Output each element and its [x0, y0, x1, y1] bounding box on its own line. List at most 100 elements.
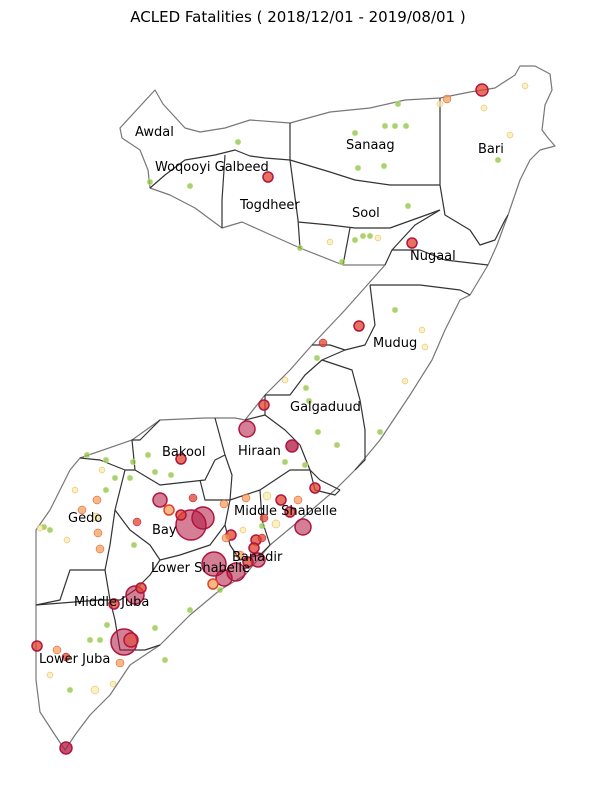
event-marker	[129, 458, 137, 466]
event-marker	[333, 441, 341, 449]
label-bay: Bay	[152, 523, 177, 538]
event-marker	[241, 493, 251, 503]
event-marker	[151, 468, 159, 476]
event-marker	[52, 645, 62, 655]
label-gedo: Gedo	[68, 511, 102, 526]
event-marker	[111, 474, 119, 482]
event-marker	[421, 343, 429, 351]
label-nugaal: Nugaal	[410, 249, 456, 264]
event-marker	[46, 526, 54, 534]
label-bakool: Bakool	[162, 445, 205, 460]
event-marker	[216, 586, 224, 594]
event-marker	[90, 685, 100, 695]
event-marker	[91, 512, 101, 522]
event-marker	[494, 156, 502, 164]
event-marker	[293, 495, 303, 505]
event-marker	[144, 451, 152, 459]
event-marker	[186, 606, 194, 614]
event-marker	[380, 162, 388, 170]
event-marker	[374, 234, 382, 242]
event-marker	[262, 171, 274, 183]
event-marker	[442, 94, 452, 104]
label-galgaduud: Galgaduud	[290, 400, 361, 415]
label-woqooyi-galbeed: Woqooyi Galbeed	[155, 160, 269, 175]
event-marker	[102, 486, 110, 494]
event-marker	[234, 138, 242, 146]
region-labels: Awdal Woqooyi Galbeed Togdheer Sanaag So…	[39, 125, 504, 667]
event-marker	[309, 482, 321, 494]
event-marker	[238, 420, 256, 438]
event-marker	[271, 519, 281, 529]
event-marker	[318, 338, 328, 348]
event-marker	[406, 237, 418, 249]
event-marker	[351, 236, 359, 244]
event-marker	[338, 258, 346, 266]
event-marker	[258, 522, 266, 530]
event-marker	[475, 83, 489, 97]
event-marker	[305, 397, 313, 405]
label-awdal: Awdal	[135, 125, 174, 140]
event-marker	[376, 428, 384, 436]
event-marker	[36, 524, 44, 532]
event-marker	[161, 656, 169, 664]
event-marker	[95, 544, 105, 554]
event-marker	[175, 509, 187, 521]
event-marker	[259, 513, 269, 523]
label-bari: Bari	[478, 142, 504, 157]
event-marker	[221, 533, 231, 543]
label-sanaag: Sanaag	[346, 138, 395, 153]
event-marker	[239, 526, 247, 534]
event-marker	[436, 100, 444, 108]
event-marker	[77, 505, 87, 515]
event-marker	[31, 640, 43, 652]
event-marker	[284, 506, 296, 518]
event-marker	[71, 486, 79, 494]
event-marker	[83, 451, 91, 459]
event-marker	[63, 536, 71, 544]
label-mudug: Mudug	[373, 336, 417, 351]
event-marker	[366, 232, 374, 240]
event-marker	[359, 232, 367, 240]
event-marker	[480, 104, 488, 112]
event-marker	[93, 528, 103, 538]
event-marker	[301, 461, 309, 469]
map-title: ACLED Fatalities ( 2018/12/01 - 2019/08/…	[130, 8, 466, 26]
event-marker	[353, 320, 365, 332]
event-marker	[521, 82, 529, 90]
event-marker	[354, 164, 362, 172]
event-marker	[66, 686, 74, 694]
label-middle-juba: Middle Juba	[74, 595, 149, 610]
event-marker	[167, 471, 175, 479]
event-marker	[92, 495, 102, 505]
event-marker	[302, 384, 310, 392]
event-marker	[59, 741, 73, 755]
event-marker	[381, 122, 389, 130]
event-marker	[248, 542, 260, 554]
event-marker	[135, 582, 147, 594]
event-marker	[186, 182, 194, 190]
label-hiraan: Hiraan	[238, 444, 281, 459]
event-marker	[126, 474, 134, 482]
event-marker	[402, 122, 410, 130]
label-lower-juba: Lower Juba	[39, 652, 110, 667]
event-marker	[281, 376, 289, 384]
event-marker	[163, 504, 175, 516]
event-marker	[391, 122, 399, 130]
event-marker	[123, 632, 139, 648]
event-marker	[294, 518, 312, 536]
event-marker	[86, 636, 94, 644]
admin-borders	[35, 98, 509, 651]
event-marker	[235, 550, 245, 560]
event-marker	[132, 517, 142, 527]
event-marker	[96, 636, 104, 644]
event-marker	[46, 671, 54, 679]
event-marker	[207, 578, 219, 590]
label-banadir: Banadir	[232, 550, 283, 565]
event-marker	[108, 598, 120, 610]
label-lower-shabelle: Lower Shabelle	[151, 561, 250, 576]
event-marker	[98, 466, 106, 474]
event-marker	[219, 499, 229, 509]
event-marker	[418, 326, 426, 334]
event-marker	[506, 131, 514, 139]
